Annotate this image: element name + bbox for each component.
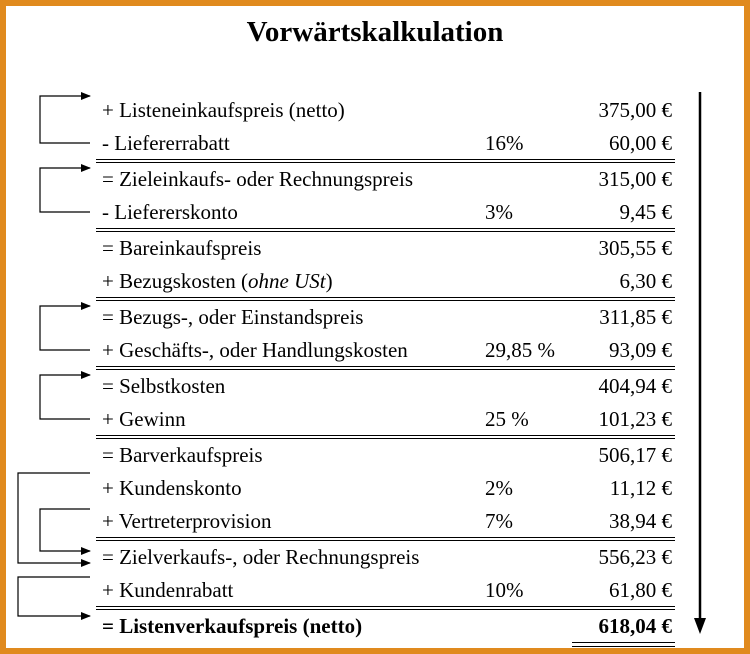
- row-amount: 305,55 €: [598, 236, 673, 260]
- double-rule: [96, 606, 675, 610]
- row-percent: 2%: [485, 476, 513, 500]
- bracket-arrow: [39, 302, 91, 351]
- double-rule: [96, 159, 675, 163]
- row-label: = Zielverkaufs-, oder Rechnungspreis: [102, 545, 420, 569]
- double-rule: [96, 366, 675, 370]
- double-rule: [96, 228, 675, 232]
- row-amount: 6,30 €: [619, 269, 673, 293]
- row-amount: 315,00 €: [598, 167, 673, 191]
- row-label: - Liefererrabatt: [102, 131, 230, 155]
- document-title: Vorwärtskalkulation: [246, 16, 504, 48]
- row-label: = Barverkaufspreis: [102, 443, 263, 467]
- total-double-underline: [572, 642, 675, 647]
- row-percent: 29,85 %: [485, 338, 555, 362]
- row-percent: 16%: [485, 131, 524, 155]
- row-amount: 506,17 €: [598, 443, 673, 467]
- row-amount: 11,12 €: [609, 476, 672, 500]
- row-label: = Listenverkaufspreis (netto): [102, 614, 363, 638]
- row-label: = Bareinkaufspreis: [102, 236, 262, 260]
- calc-row: + Bezugskosten (ohne USt) 6,30 €: [6, 265, 744, 297]
- row-percent: 25 %: [485, 407, 529, 431]
- calc-row: + Kundenskonto 2% 11,12 €: [6, 472, 744, 504]
- row-label-main: + Bezugskosten (: [102, 269, 248, 293]
- calc-row: + Listeneinkaufspreis (netto) 375,00 €: [6, 94, 744, 126]
- row-label-italic: ohne USt: [248, 269, 326, 293]
- calc-row: = Barverkaufspreis 506,17 €: [6, 439, 744, 471]
- calc-row: + Vertreterprovision 7% 38,94 €: [6, 505, 744, 537]
- calc-row: = Selbstkosten 404,94 €: [6, 370, 744, 402]
- calc-row: = Zielverkaufs-, oder Rechnungspreis 556…: [6, 541, 744, 573]
- row-amount: 311,85 €: [599, 305, 672, 329]
- row-amount: 618,04 €: [598, 614, 673, 638]
- row-amount: 404,94 €: [598, 374, 673, 398]
- double-rule: [96, 297, 675, 301]
- row-label: + Kundenskonto: [102, 476, 242, 500]
- double-rule: [96, 435, 675, 439]
- row-percent: 10%: [485, 578, 524, 602]
- row-label: + Listeneinkaufspreis (netto): [102, 98, 345, 122]
- row-label-end: ): [325, 269, 333, 293]
- row-label: = Selbstkosten: [102, 374, 226, 398]
- row-label: - Liefererskonto: [102, 200, 238, 224]
- row-label: = Zieleinkaufs- oder Rechnungspreis: [102, 167, 414, 191]
- calc-row: = Zieleinkaufs- oder Rechnungspreis 315,…: [6, 163, 744, 195]
- flow-down-arrow-head: [694, 618, 706, 634]
- calc-row: - Liefererrabatt 16% 60,00 €: [6, 127, 744, 159]
- total-row: = Listenverkaufspreis (netto) 618,04 €: [6, 610, 744, 642]
- row-amount: 61,80 €: [609, 578, 672, 602]
- row-label: + Kundenrabatt: [102, 578, 234, 602]
- calc-row: = Bareinkaufspreis 305,55 €: [6, 232, 744, 264]
- row-label: + Bezugskosten (ohne USt): [102, 265, 333, 297]
- calc-arrows-diagram: [17, 92, 706, 634]
- calc-row: + Gewinn 25 % 101,23 €: [6, 403, 744, 435]
- row-label: + Vertreterprovision: [102, 509, 272, 533]
- row-amount: 9,45 €: [619, 200, 673, 224]
- bracket-arrow: [39, 508, 91, 555]
- bracket-arrow: [17, 472, 91, 567]
- bracket-arrow: [39, 164, 91, 213]
- row-label: + Geschäfts-, oder Handlungskosten: [102, 338, 408, 362]
- row-amount: 556,23 €: [598, 545, 673, 569]
- bracket-arrow: [39, 371, 91, 420]
- row-percent: 3%: [485, 200, 513, 224]
- row-amount: 375,00 €: [598, 98, 673, 122]
- row-amount: 60,00 €: [609, 131, 672, 155]
- row-amount: 93,09 €: [609, 338, 672, 362]
- row-percent: 7%: [485, 509, 513, 533]
- bracket-arrow: [17, 576, 91, 620]
- bracket-arrow: [39, 92, 91, 144]
- calc-row: - Liefererskonto 3% 9,45 €: [6, 196, 744, 228]
- row-label: + Gewinn: [102, 407, 186, 431]
- calc-row: + Kundenrabatt 10% 61,80 €: [6, 574, 744, 606]
- double-rule: [96, 537, 675, 541]
- calc-row: + Geschäfts-, oder Handlungskosten 29,85…: [6, 334, 744, 366]
- row-label: = Bezugs-, oder Einstandspreis: [102, 305, 364, 329]
- row-amount: 38,94 €: [609, 509, 672, 533]
- calc-row: = Bezugs-, oder Einstandspreis 311,85 €: [6, 301, 744, 333]
- row-amount: 101,23 €: [598, 407, 673, 431]
